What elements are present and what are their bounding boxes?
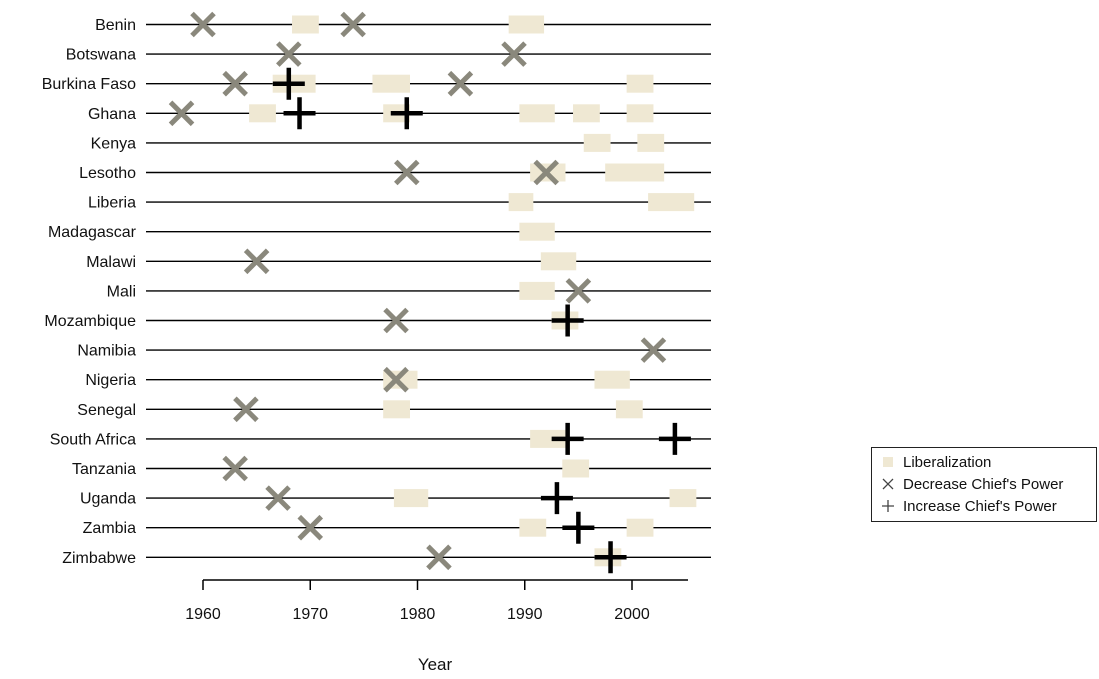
liberalization-bar bbox=[519, 222, 555, 241]
liberalization-bar bbox=[530, 429, 568, 448]
liberalization-bar bbox=[669, 489, 697, 508]
decrease-marker bbox=[168, 100, 195, 127]
liberalization-bar bbox=[519, 281, 555, 300]
increase-marker bbox=[390, 97, 423, 130]
liberalization-bar bbox=[626, 518, 654, 537]
country-label: Tanzania bbox=[72, 461, 136, 478]
decrease-marker bbox=[243, 248, 270, 275]
liberalization-bar bbox=[249, 104, 276, 123]
increase-marker bbox=[551, 422, 584, 455]
x-tick-label: 1980 bbox=[400, 606, 436, 623]
liberalization-bar bbox=[519, 518, 547, 537]
chart-plot: Benin Botswana Burkina Faso Ghana Kenya Lesot… bbox=[42, 11, 711, 674]
liberalization-bar bbox=[372, 74, 410, 93]
legend-label: Decrease Chief's Power bbox=[903, 475, 1064, 493]
country-label: Botswana bbox=[66, 47, 136, 64]
increase-marker bbox=[658, 422, 691, 455]
country-label: Lesotho bbox=[79, 165, 136, 182]
liberalization-bar bbox=[393, 489, 429, 508]
legend-item-decrease: Decrease Chief's Power bbox=[880, 473, 1096, 495]
decrease-marker bbox=[501, 41, 527, 67]
country-label: Mali bbox=[107, 283, 136, 300]
liberalization-bar bbox=[637, 133, 665, 152]
increase-marks bbox=[272, 67, 691, 574]
decrease-marker bbox=[222, 455, 248, 482]
liberalization-bar bbox=[292, 15, 319, 34]
country-label: Zimbabwe bbox=[62, 550, 136, 567]
country-label: Nigeria bbox=[85, 372, 136, 389]
liberalization-bar bbox=[583, 133, 611, 152]
increase-marker bbox=[551, 304, 584, 337]
decrease-marker bbox=[640, 337, 667, 363]
decrease-marker bbox=[426, 544, 452, 571]
country-label: South Africa bbox=[50, 431, 136, 448]
increase-marker bbox=[272, 67, 305, 100]
country-label: Ghana bbox=[88, 106, 136, 123]
decrease-marker bbox=[383, 307, 409, 334]
liberalization-bar bbox=[562, 459, 590, 478]
increase-marker bbox=[540, 482, 573, 515]
x-axis-title: Year bbox=[418, 655, 453, 674]
decrease-marker bbox=[447, 70, 474, 97]
liberalization-bar bbox=[508, 193, 534, 212]
liberalization-bar bbox=[540, 252, 577, 271]
country-label: Mozambique bbox=[44, 313, 136, 330]
decrease-marker bbox=[394, 159, 420, 186]
increase-marker bbox=[283, 97, 316, 130]
decrease-marker bbox=[190, 11, 216, 38]
increase-marker bbox=[562, 511, 595, 544]
legend-label: Increase Chief's Power bbox=[903, 497, 1057, 515]
decrease-marker bbox=[383, 366, 409, 393]
liberalization-bar bbox=[383, 400, 410, 419]
x-tick-label: 1970 bbox=[292, 606, 328, 623]
liberalization-bar bbox=[573, 104, 600, 123]
liberalization-bar bbox=[615, 400, 643, 419]
country-label: Malawi bbox=[86, 254, 136, 271]
liberalization-swatch-icon bbox=[880, 454, 896, 470]
x-tick-label: 2000 bbox=[614, 606, 650, 623]
legend: Liberalization Decrease Chief's Power In… bbox=[871, 447, 1097, 522]
decrease-marker bbox=[565, 278, 592, 304]
x-axis: 1960 1970 1980 1990 2000 bbox=[185, 579, 688, 623]
x-cross-icon bbox=[880, 476, 896, 492]
increase-marker bbox=[594, 541, 627, 574]
liberalization-bar bbox=[508, 15, 545, 34]
country-rows: Benin Botswana Burkina Faso Ghana Kenya Lesot… bbox=[42, 17, 711, 567]
country-label: Namibia bbox=[77, 343, 136, 360]
liberalization-bar bbox=[648, 193, 695, 212]
decrease-marker bbox=[297, 514, 324, 541]
country-label: Senegal bbox=[77, 402, 136, 419]
country-label: Zambia bbox=[83, 520, 136, 537]
decrease-marker bbox=[222, 70, 248, 97]
country-label: Liberia bbox=[88, 195, 136, 212]
decrease-marker bbox=[533, 159, 559, 186]
country-label: Uganda bbox=[80, 491, 136, 508]
liberalization-marks bbox=[249, 15, 697, 567]
country-label: Burkina Faso bbox=[42, 76, 136, 93]
country-label: Benin bbox=[95, 17, 136, 34]
liberalization-bar bbox=[626, 74, 654, 93]
x-tick-label: 1960 bbox=[185, 606, 221, 623]
decrease-marker bbox=[276, 41, 302, 67]
decrease-marker bbox=[233, 396, 259, 423]
liberalization-bar bbox=[519, 104, 555, 123]
legend-item-liberalization: Liberalization bbox=[880, 451, 1096, 473]
liberalization-bar bbox=[626, 104, 654, 123]
legend-item-increase: Increase Chief's Power bbox=[880, 495, 1096, 517]
decrease-marker bbox=[265, 485, 291, 511]
liberalization-bar bbox=[594, 370, 630, 389]
decrease-marks bbox=[168, 11, 667, 571]
decrease-marker bbox=[340, 11, 366, 38]
country-label: Kenya bbox=[91, 135, 136, 152]
liberalization-bar bbox=[605, 163, 665, 182]
legend-label: Liberalization bbox=[903, 453, 992, 471]
country-label: Madagascar bbox=[48, 224, 137, 241]
x-tick-label: 1990 bbox=[507, 606, 543, 623]
plus-icon bbox=[880, 498, 896, 514]
